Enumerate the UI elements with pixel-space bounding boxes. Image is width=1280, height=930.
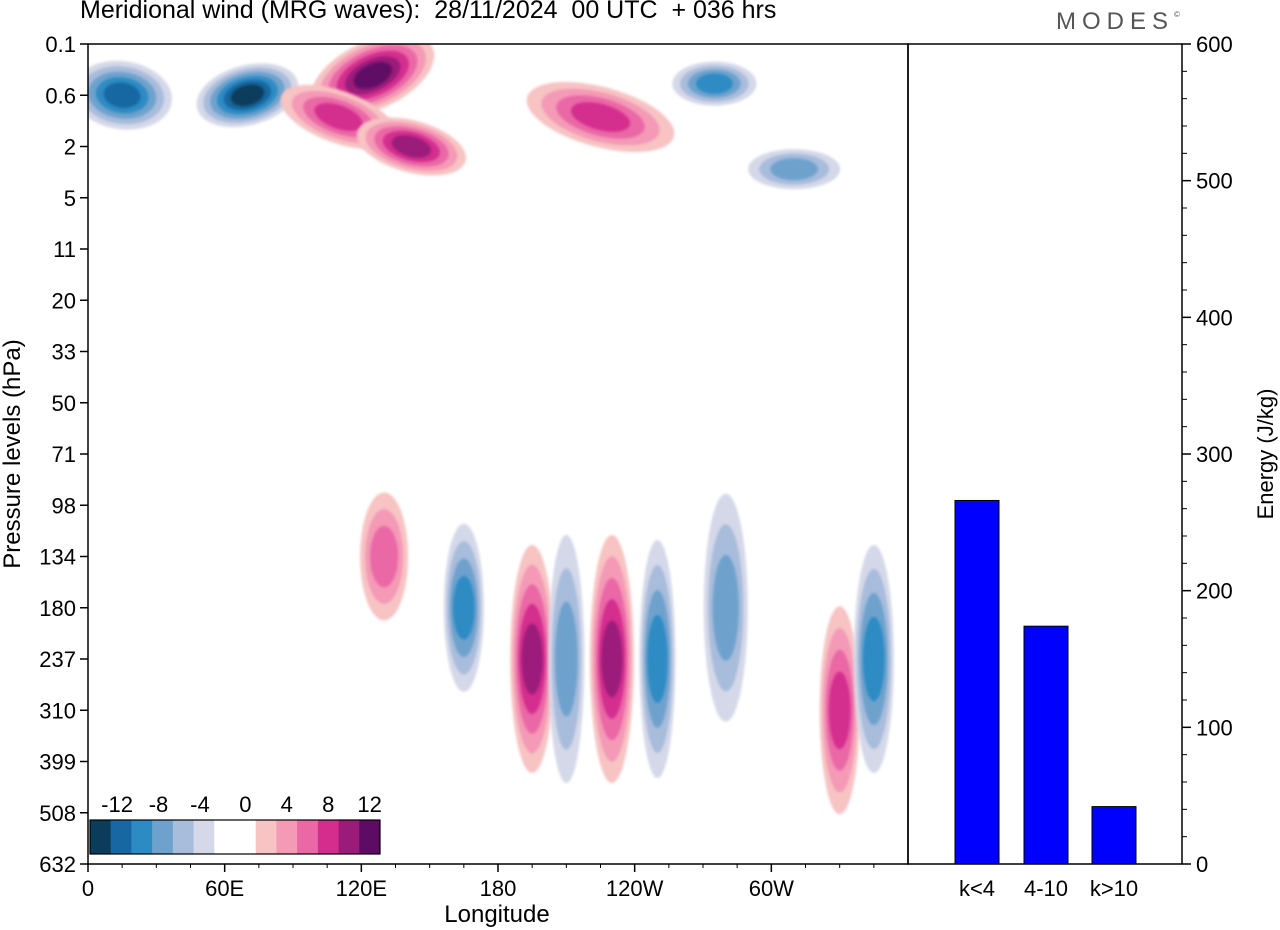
- y-tick-label: 33: [52, 340, 76, 365]
- positive-wind-contour: [601, 620, 623, 698]
- y-tick-label: 310: [39, 698, 76, 723]
- colorbar-swatch: [152, 820, 174, 854]
- y-tick-label: 71: [52, 442, 76, 467]
- energy-bar: [1023, 625, 1069, 865]
- colorbar-frame: [89, 819, 381, 855]
- y-tick-label: 237: [39, 647, 76, 672]
- y-tick-label: 0.6: [45, 83, 76, 108]
- negative-wind-contour: [862, 616, 885, 702]
- positive-wind-contour: [353, 62, 392, 89]
- y-tick-label: 180: [39, 596, 76, 621]
- negative-wind-contour: [695, 73, 733, 94]
- y-tick-label: 5: [64, 186, 76, 211]
- colorbar-label: -8: [149, 792, 169, 817]
- colorbar-swatch: [317, 820, 340, 854]
- x-tick-label: 180: [480, 876, 517, 901]
- positive-wind-contour: [391, 135, 432, 158]
- energy-tick-label: 500: [1196, 169, 1233, 194]
- y-tick-label: 0.1: [45, 32, 76, 57]
- y-tick-label: 11: [53, 237, 76, 262]
- y-tick-label: 98: [52, 493, 76, 518]
- energy-bars: k<4 4-10 k>10: [954, 499, 1138, 901]
- y-tick-label: 20: [52, 288, 76, 313]
- colorbar-swatch: [131, 820, 153, 854]
- x-tick-label: 120E: [336, 876, 387, 901]
- energy-tick-label: 600: [1196, 32, 1233, 57]
- x-tick-label: 60W: [749, 876, 794, 901]
- y-tick-label: 508: [39, 801, 76, 826]
- colorbar-swatch: [338, 820, 360, 854]
- negative-wind-contour: [230, 84, 265, 107]
- negative-wind-contour: [712, 554, 739, 661]
- colorbar-label: 4: [281, 792, 293, 817]
- colorbar-label: -4: [190, 792, 210, 817]
- colorbar-swatch: [235, 820, 257, 854]
- brand-logo: MODES©: [1056, 8, 1180, 36]
- colorbar-label: -12: [101, 792, 133, 817]
- colorbar-label: 12: [357, 792, 381, 817]
- colorbar-swatch: [255, 820, 277, 854]
- colorbar: -12 -8 -4 0 4 8 12: [89, 792, 382, 855]
- y-tick-label: 2: [64, 135, 76, 160]
- negative-wind-contour: [770, 158, 818, 181]
- energy-axis-label: Energy (J/kg): [1253, 389, 1278, 520]
- colorbar-swatch: [297, 820, 319, 854]
- energy-tick-label: 200: [1196, 579, 1233, 604]
- positive-wind-contour: [570, 102, 631, 132]
- colorbar-swatch: [214, 820, 236, 854]
- x-tick-label: 120W: [606, 876, 664, 901]
- chart-title: Meridional wind (MRG waves): 28/11/2024 …: [80, 0, 777, 24]
- energy-category-label: 4-10: [1024, 876, 1068, 901]
- negative-wind-contour: [103, 82, 141, 108]
- pressure-axis: 0.1 0.6 2 5 11 20 33 50 71 98 134 180 237 310 399 508 63…: [39, 32, 88, 877]
- brand-name: MODES: [1056, 8, 1175, 35]
- energy-bar: [1091, 806, 1137, 865]
- longitude-axis: 0 60E 120E 180 120W 60W: [82, 864, 875, 901]
- brand-mark: ©: [1174, 10, 1180, 19]
- positive-wind-contour: [370, 525, 399, 588]
- x-tick-label: 0: [82, 876, 94, 901]
- colorbar-swatch: [193, 820, 215, 854]
- colorbar-swatch: [110, 820, 132, 854]
- negative-wind-contour: [555, 601, 578, 717]
- y-tick-label: 50: [52, 391, 76, 416]
- heatmap-field: [88, 44, 894, 815]
- negative-wind-contour: [647, 615, 668, 703]
- colorbar-swatch: [359, 820, 381, 854]
- energy-tick-label: 0: [1196, 852, 1208, 877]
- colorbar-swatch: [276, 820, 298, 854]
- positive-wind-contour: [314, 103, 363, 131]
- y-axis-label: Pressure levels (hPa): [0, 339, 26, 568]
- energy-tick-label: 400: [1196, 305, 1233, 330]
- colorbar-label: 0: [239, 792, 251, 817]
- positive-wind-contour: [521, 623, 543, 695]
- colorbar-label: 8: [322, 792, 334, 817]
- x-tick-label: 60E: [205, 876, 244, 901]
- energy-bar: [954, 499, 1000, 865]
- colorbar-swatch: [90, 820, 112, 854]
- energy-category-label: k>10: [1090, 876, 1138, 901]
- x-axis-label: Longitude: [444, 901, 549, 928]
- y-tick-label: 134: [39, 545, 76, 570]
- energy-tick-label: 300: [1196, 442, 1233, 467]
- colorbar-swatch: [172, 820, 195, 854]
- y-tick-label: 399: [39, 750, 76, 775]
- energy-axis: 0 100 200 300 400 500 600: [1182, 32, 1233, 877]
- positive-wind-contour: [828, 671, 851, 750]
- energy-category-label: k<4: [959, 876, 995, 901]
- negative-wind-contour: [452, 575, 475, 640]
- energy-tick-label: 100: [1196, 715, 1233, 740]
- y-tick-label: 632: [39, 852, 76, 877]
